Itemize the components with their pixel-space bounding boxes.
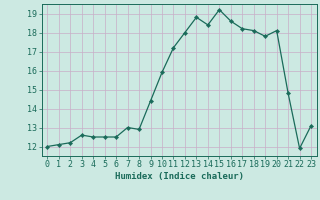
X-axis label: Humidex (Indice chaleur): Humidex (Indice chaleur) <box>115 172 244 181</box>
